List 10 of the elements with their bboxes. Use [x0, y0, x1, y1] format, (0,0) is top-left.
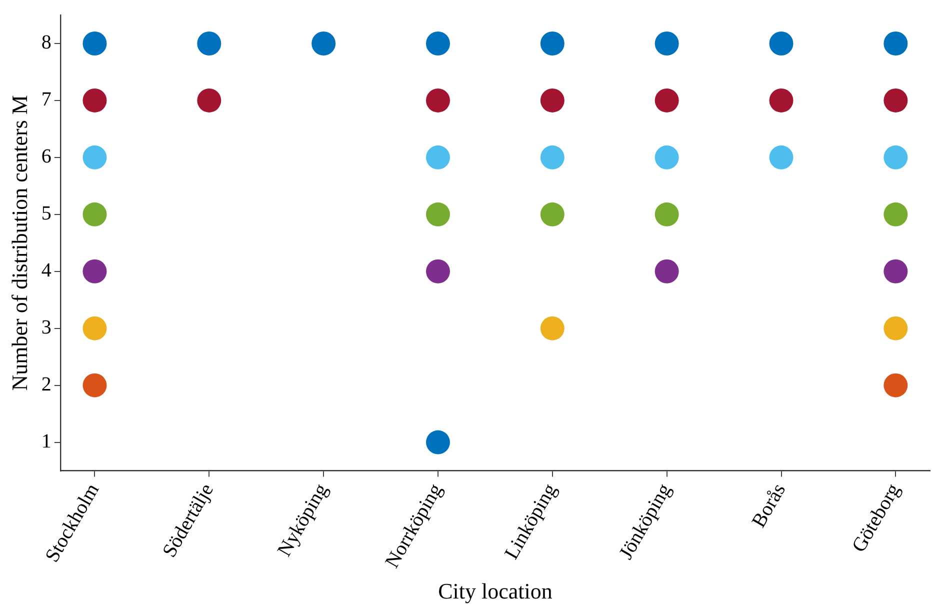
- y-tick-label: 3: [41, 316, 52, 339]
- x-axis-title: City location: [438, 578, 552, 604]
- y-tick-label: 8: [41, 32, 52, 54]
- y-tick-label: 2: [41, 374, 52, 396]
- y-tick-label: 6: [41, 146, 52, 168]
- y-tick-label: 7: [41, 88, 52, 111]
- y-tick-label: 4: [41, 260, 52, 282]
- y-tick-label: 5: [41, 202, 52, 225]
- y-tick-label: 1: [41, 430, 52, 453]
- y-axis-title: Number of distribution centers M: [6, 95, 32, 391]
